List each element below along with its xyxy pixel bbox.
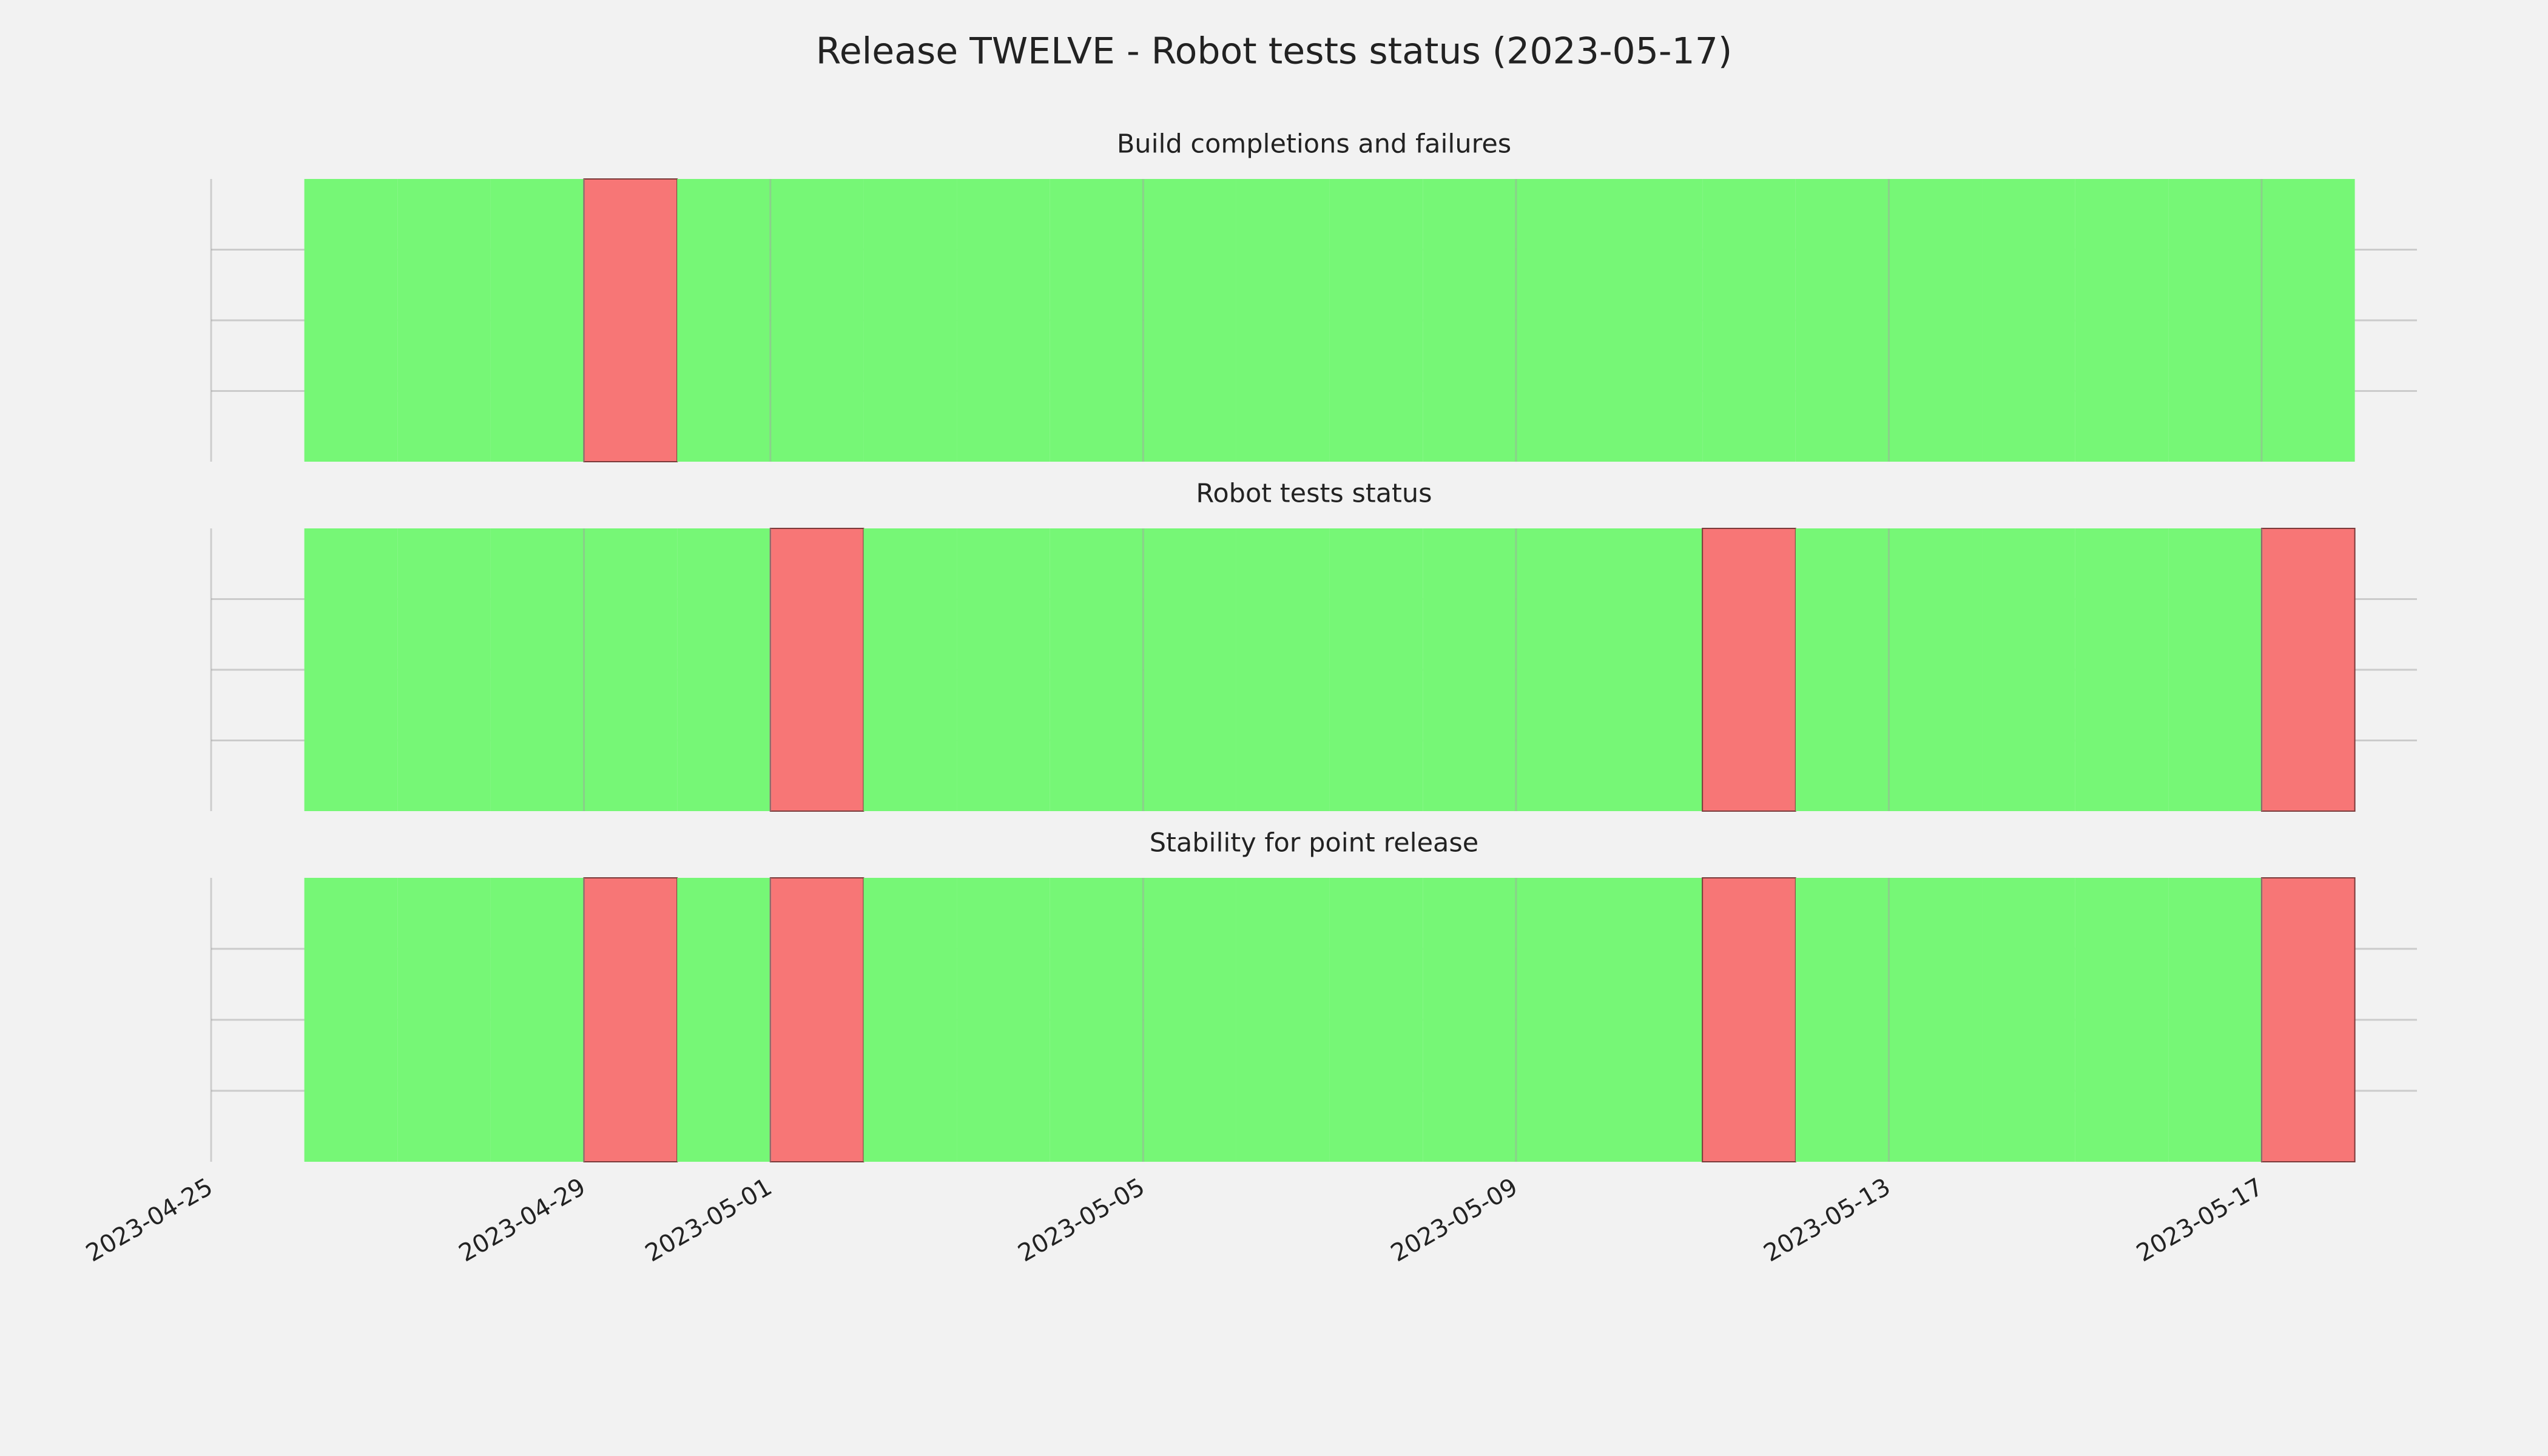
- status-bar: [1982, 878, 2075, 1162]
- status-bar: [1982, 179, 2075, 462]
- status-bar: [677, 528, 770, 811]
- status-bar: [490, 878, 584, 1162]
- status-bar: [1423, 528, 1516, 811]
- status-bar: [1889, 878, 1983, 1162]
- status-bar: [1515, 528, 1609, 811]
- status-bar: [1702, 179, 1796, 462]
- status-bar: [1795, 528, 1889, 811]
- status-bar: [957, 878, 1050, 1162]
- x-tick-label: 2023-05-09: [1386, 1173, 1522, 1267]
- status-bar: [2075, 528, 2169, 811]
- status-bar: [1889, 179, 1983, 462]
- status-bar: [1329, 528, 1423, 811]
- status-bar: [490, 528, 584, 811]
- status-bar: [1143, 528, 1236, 811]
- status-bar: [2260, 877, 2356, 1162]
- status-bar: [1982, 528, 2075, 811]
- status-bar: [863, 179, 957, 462]
- status-bar: [2168, 878, 2262, 1162]
- status-bar: [2168, 528, 2262, 811]
- x-tick-label: 2023-04-29: [454, 1173, 590, 1267]
- status-bar: [2075, 179, 2169, 462]
- status-bar: [957, 179, 1050, 462]
- status-bar: [583, 178, 678, 462]
- status-bar: [583, 877, 678, 1162]
- status-bar: [1795, 179, 1889, 462]
- status-bar: [1329, 179, 1423, 462]
- status-bar: [1050, 878, 1144, 1162]
- status-bar: [1050, 528, 1144, 811]
- x-tick-label: 2023-04-25: [81, 1173, 217, 1267]
- status-bar: [1702, 877, 1796, 1162]
- status-bar: [1889, 528, 1983, 811]
- figure-title: Release TWELVE - Robot tests status (202…: [816, 30, 1733, 73]
- status-bar: [957, 528, 1050, 811]
- status-bar: [1515, 179, 1609, 462]
- status-bar: [2261, 179, 2355, 462]
- status-bar: [1236, 179, 1330, 462]
- status-bar: [397, 878, 491, 1162]
- status-bar: [2260, 528, 2356, 812]
- status-bar: [397, 528, 491, 811]
- status-bar: [1143, 878, 1236, 1162]
- status-bar: [769, 877, 864, 1162]
- status-bar: [1609, 179, 1703, 462]
- status-bar: [1515, 878, 1609, 1162]
- status-bar: [304, 878, 398, 1162]
- status-bar: [677, 878, 770, 1162]
- subplot-title: Robot tests status: [1196, 479, 1432, 509]
- status-bar: [1236, 878, 1330, 1162]
- status-bar: [1609, 528, 1703, 811]
- status-bar: [1609, 878, 1703, 1162]
- status-bar: [1143, 179, 1236, 462]
- status-bar: [397, 179, 491, 462]
- status-bar: [1795, 878, 1889, 1162]
- status-bar: [863, 528, 957, 811]
- x-tick-label: 2023-05-01: [641, 1173, 777, 1267]
- x-tick-label: 2023-05-17: [2132, 1173, 2268, 1267]
- status-bar: [490, 179, 584, 462]
- status-bar: [1702, 528, 1796, 812]
- status-bar: [2075, 878, 2169, 1162]
- status-bar: [1329, 878, 1423, 1162]
- status-bar: [1423, 179, 1516, 462]
- subplot-title: Build completions and failures: [1117, 129, 1511, 160]
- status-bar: [2168, 179, 2262, 462]
- status-bar: [1423, 878, 1516, 1162]
- status-bar: [769, 528, 864, 812]
- status-bar: [770, 179, 864, 462]
- status-bar: [584, 528, 678, 811]
- x-tick-label: 2023-05-05: [1014, 1173, 1150, 1267]
- status-bar: [677, 179, 770, 462]
- status-bar: [304, 179, 398, 462]
- status-bar: [1236, 528, 1330, 811]
- status-bar: [1050, 179, 1144, 462]
- x-tick-label: 2023-05-13: [1759, 1173, 1895, 1267]
- status-bar: [863, 878, 957, 1162]
- subplot-title: Stability for point release: [1150, 828, 1479, 858]
- status-bar: [304, 528, 398, 811]
